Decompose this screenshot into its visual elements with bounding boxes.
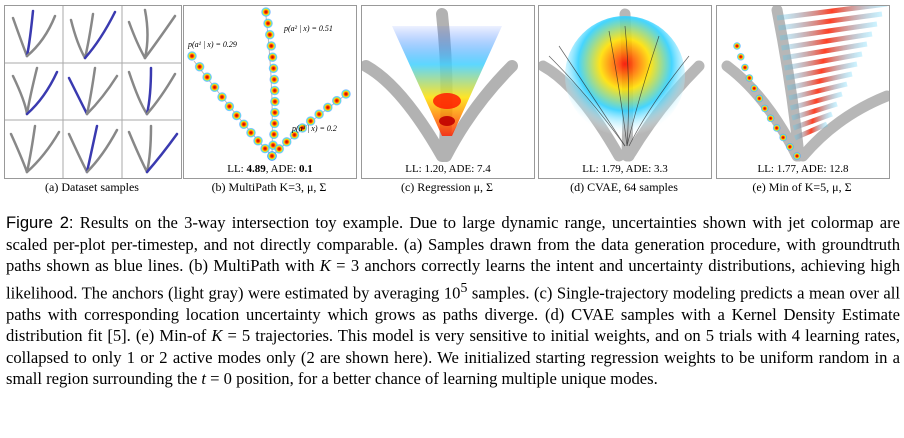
uncertainty-blob <box>740 63 749 72</box>
uncertainty-blob <box>274 143 285 154</box>
panel-d-metrics: LL: 1.79, ADE: 3.3 <box>582 163 668 175</box>
subcaption-e: (e) Min of K=5, μ, Σ <box>752 180 852 194</box>
uncertainty-blob <box>297 122 308 133</box>
ll-value: 4.89 <box>246 163 266 175</box>
math-t: t <box>201 369 207 389</box>
uncertainty-blob <box>281 136 292 147</box>
uncertainty-blob <box>238 119 249 130</box>
ade-value: 0.1 <box>299 163 313 175</box>
uncertainty-band <box>781 31 873 51</box>
uncertainty-band <box>789 91 843 111</box>
uncertainty-blob <box>264 29 275 40</box>
uncertainty-blob <box>733 42 741 50</box>
ll-prefix: LL: <box>227 163 247 175</box>
math-k-2: K <box>211 326 223 346</box>
figure-label: Figure 2: <box>6 213 74 232</box>
uncertainty-blob <box>785 142 794 151</box>
anchor-3-probability: p(a³ | x) = 0.2 <box>292 124 337 133</box>
uncertainty-blob <box>263 18 274 29</box>
caption-text-5: = 0 position, for a better chance of lea… <box>206 369 658 389</box>
uncertainty-band <box>782 41 868 61</box>
uncertainty-blob <box>745 73 754 82</box>
uncertainty-band <box>786 71 853 91</box>
uncertainty-band <box>788 81 848 101</box>
uncertainty-blob <box>760 104 769 113</box>
uncertainty-band <box>778 11 883 31</box>
uncertainty-blob <box>269 85 280 96</box>
uncertainty-band <box>792 111 833 131</box>
uncertainty-blob <box>331 95 342 106</box>
math-exponent: 5 <box>460 279 468 295</box>
uncertainty-blob <box>253 135 264 146</box>
uncertainty-blob <box>750 84 759 93</box>
uncertainty-blob <box>793 152 801 160</box>
subcaption-b: (b) MultiPath K=3, μ, Σ <box>211 180 327 194</box>
cvae-heatmap <box>539 8 705 162</box>
anchor-2-probability: p(a² | x) = 0.51 <box>284 24 333 33</box>
uncertainty-blob <box>268 129 279 140</box>
uncertainty-band <box>793 121 829 141</box>
uncertainty-band <box>791 101 838 121</box>
multipath-heatmap <box>187 7 351 161</box>
caption-text-4: = 5 trajectories. This model is very sen… <box>6 326 901 389</box>
uncertainty-blob <box>269 74 280 85</box>
subcaption-c: (c) Regression μ, Σ <box>400 180 494 194</box>
anchor-1-probability: p(a¹ | x) = 0.29 <box>188 40 237 49</box>
subcaption-a: (a) Dataset samples <box>45 180 139 194</box>
uncertainty-blob <box>194 61 205 72</box>
uncertainty-blob <box>289 129 300 140</box>
uncertainty-blob <box>217 91 228 102</box>
caption-text-1: Results on the 3-way intersection toy ex… <box>6 213 901 275</box>
panel-b-metrics: LL: 4.89, ADE: 0.1 <box>184 163 356 175</box>
uncertainty-blob <box>341 89 351 99</box>
subcaption-d: (d) CVAE, 64 samples <box>570 180 678 194</box>
uncertainty-band <box>779 21 878 41</box>
uncertainty-blob <box>268 63 279 74</box>
uncertainty-band <box>785 61 858 81</box>
panel-e-metrics: LL: 1.77, ADE: 12.8 <box>757 163 849 175</box>
uncertainty-blob <box>231 110 242 121</box>
dataset-samples-grid <box>5 6 181 178</box>
uncertainty-blob <box>305 116 316 127</box>
ade-prefix: , ADE: <box>265 163 300 175</box>
uncertainty-blob <box>202 72 213 83</box>
caption-text-2: = 3 anchors correctly learns the intent … <box>6 256 900 303</box>
uncertainty-blob <box>269 96 280 107</box>
panel-b-multipath: p(a¹ | x) = 0.29 p(a² | x) = 0.51 p(a³ |… <box>183 5 357 179</box>
uncertainty-blob <box>755 94 764 103</box>
caption-text-3: samples. (c) Single-trajectory modeling … <box>6 283 900 346</box>
panel-e-min-of-k: LL: 1.77, ADE: 12.8 <box>716 5 890 179</box>
uncertainty-blob <box>314 109 325 120</box>
uncertainty-blob <box>266 40 277 51</box>
uncertainty-blob <box>766 114 775 123</box>
uncertainty-blob <box>187 51 197 61</box>
uncertainty-blob <box>209 82 220 93</box>
uncertainty-blob <box>322 102 333 113</box>
uncertainty-band <box>776 6 888 21</box>
regression-heatmap <box>362 8 518 162</box>
uncertainty-band <box>784 51 863 71</box>
uncertainty-blob <box>260 143 271 154</box>
uncertainty-blob <box>245 127 256 138</box>
panel-c-metrics: LL: 1.20, ADE: 7.4 <box>405 163 491 175</box>
uncertainty-blob <box>772 123 781 132</box>
uncertainty-blob <box>267 52 278 63</box>
uncertainty-blob <box>267 151 277 161</box>
panel-c-regression: LL: 1.20, ADE: 7.4 <box>361 5 535 179</box>
uncertainty-blob <box>736 52 745 61</box>
uncertainty-blob <box>779 133 788 142</box>
panel-d-cvae: LL: 1.79, ADE: 3.3 <box>538 5 712 179</box>
uncertainty-blob <box>224 101 235 112</box>
figure-caption: Figure 2: Results on the 3-way intersect… <box>6 212 900 390</box>
uncertainty-blob <box>261 7 271 17</box>
math-k-1: K <box>319 256 331 275</box>
uncertainty-blob <box>269 118 280 129</box>
panel-a-dataset-samples <box>4 5 182 179</box>
min-of-k-heatmap <box>721 6 889 162</box>
uncertainty-blob <box>269 107 280 118</box>
